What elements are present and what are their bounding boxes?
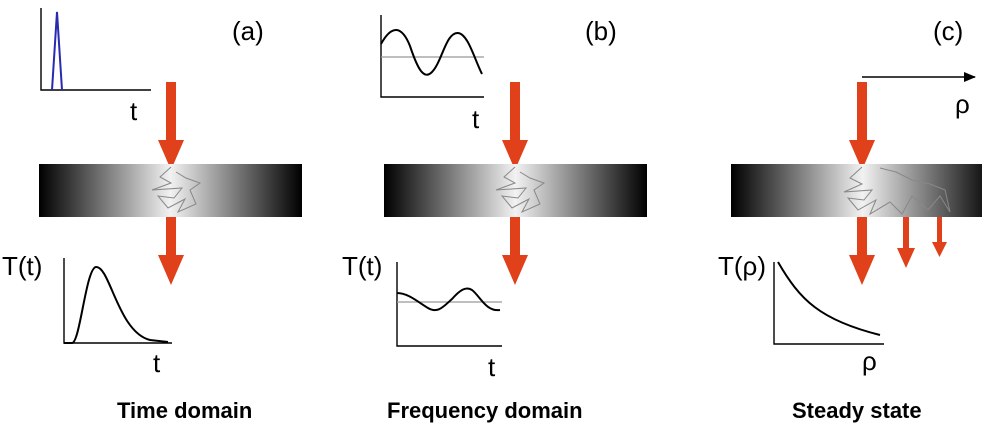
input-pulse-curve	[51, 11, 63, 91]
tissue-slab	[39, 164, 302, 217]
panel-time-domain: (a) t T(t) t Time domain	[2, 8, 302, 423]
panel-frequency-domain: (b) t T(t) t Frequency domain	[342, 15, 647, 423]
photon-random-walk-path	[495, 166, 546, 214]
output-y-axis-label: T(t)	[2, 251, 42, 281]
output-plot-axes	[63, 258, 172, 344]
input-plot-axes	[40, 8, 151, 91]
output-pulse-curve	[64, 265, 169, 344]
input-plot-axes	[380, 15, 484, 98]
panel-caption-steady-state: Steady state	[792, 398, 922, 423]
panel-steady-state: (c) ρ T(ρ) ρ Steady state	[718, 16, 982, 423]
transmitted-arrow	[158, 217, 184, 285]
transmission-plot: T(t) t	[2, 251, 172, 378]
input-time-axis-label: t	[130, 96, 138, 126]
output-y-axis-label: T(t)	[342, 251, 382, 281]
panel-caption-frequency-domain: Frequency domain	[387, 398, 583, 423]
incident-arrow	[158, 82, 184, 170]
transmitted-arrow-near	[849, 217, 875, 285]
output-decay-curve	[777, 261, 881, 336]
output-x-axis-label: t	[153, 348, 161, 378]
distance-axis-label: ρ	[955, 89, 970, 119]
output-y-axis-label: T(ρ)	[718, 251, 766, 281]
output-x-axis-label: t	[488, 352, 496, 382]
panel-letter-b: (b)	[585, 16, 617, 46]
input-sine-curve	[380, 29, 483, 76]
transmitted-arrow	[502, 217, 528, 285]
incident-arrow	[502, 82, 528, 170]
output-plot-axes	[396, 262, 502, 347]
incident-arrow	[849, 82, 875, 170]
output-x-axis-label: ρ	[862, 346, 877, 376]
transmitted-arrow-far	[932, 217, 947, 257]
output-sine-curve	[396, 287, 501, 312]
input-time-axis-label: t	[472, 104, 480, 134]
transmission-plot: T(ρ) ρ	[718, 251, 884, 376]
panel-letter-c: (c)	[933, 16, 963, 46]
tissue-slab	[384, 164, 647, 217]
input-pulse-plot: t	[40, 8, 151, 126]
photon-random-walk-path	[843, 166, 951, 216]
output-plot-axes	[773, 262, 884, 345]
photon-random-walk-path	[151, 166, 202, 214]
panel-caption-time-domain: Time domain	[117, 398, 252, 423]
input-modulated-plot: t	[380, 15, 484, 134]
transmission-plot: T(t) t	[342, 251, 502, 382]
panel-letter-a: (a)	[232, 16, 264, 46]
transmitted-arrow-middle	[897, 217, 915, 268]
